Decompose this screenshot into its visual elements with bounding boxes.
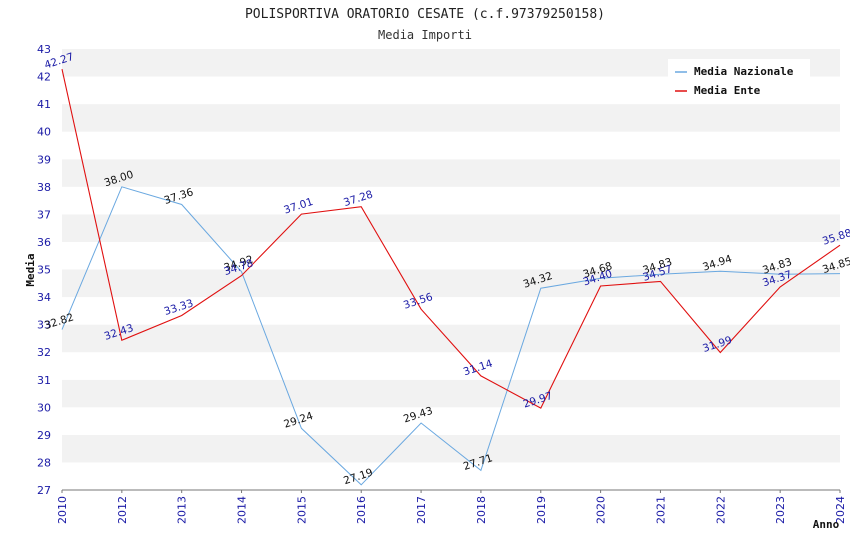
x-tick-label: 2019 <box>535 496 548 524</box>
x-tick-label: 2015 <box>295 496 308 524</box>
x-tick-label: 2018 <box>475 496 488 524</box>
series-line-media-ente <box>61 68 841 409</box>
y-tick-label: 28 <box>37 456 51 469</box>
y-tick-label: 30 <box>37 401 51 414</box>
y-tick-label: 32 <box>37 346 51 359</box>
legend: Media Nazionale Media Ente <box>668 59 810 101</box>
grid-band <box>62 434 840 463</box>
grid-band <box>62 269 840 298</box>
x-tick-label: 2012 <box>116 496 129 524</box>
y-tick-label: 34 <box>37 291 51 304</box>
y-tick-label: 36 <box>37 236 51 249</box>
grid-band <box>62 104 840 132</box>
grid-band <box>62 186 840 215</box>
grid-band <box>62 297 840 325</box>
x-axis-label: Anno <box>813 518 840 531</box>
grid-bands <box>62 49 840 490</box>
y-tick-label: 29 <box>37 429 51 442</box>
y-tick-label: 37 <box>37 208 51 221</box>
y-tick-label: 39 <box>37 153 51 166</box>
grid-band <box>62 407 840 435</box>
grid-band <box>62 214 840 242</box>
grid-band <box>62 159 840 187</box>
series-group <box>61 68 841 486</box>
grid-band <box>62 241 840 270</box>
x-tick-label: 2017 <box>415 496 428 524</box>
grid-band <box>62 324 840 353</box>
y-tick-label: 31 <box>37 374 51 387</box>
x-tick-label: 2022 <box>714 496 727 524</box>
x-tick-label: 2013 <box>176 496 189 524</box>
legend-item-media-nazionale: Media Nazionale <box>694 65 794 78</box>
y-tick-label: 42 <box>37 71 51 84</box>
legend-item-media-ente: Media Ente <box>694 84 761 97</box>
series-line-media-nazionale <box>61 186 841 486</box>
legend-box <box>668 59 810 101</box>
y-tick-label: 27 <box>37 484 51 497</box>
x-tick-label: 2020 <box>595 496 608 524</box>
y-axis-ticks: 27 28 29 30 31 32 33 34 35 36 37 38 39 40 41 42 43 <box>37 43 51 497</box>
y-tick-label: 41 <box>37 98 51 111</box>
chart-subtitle: Media Importi <box>378 28 472 42</box>
x-axis-ticks: 2010 2012 2013 2014 2015 2016 2017 2018 2019 2020… <box>56 490 847 524</box>
grid-band <box>62 462 840 490</box>
x-tick-label: 2016 <box>355 496 368 524</box>
x-tick-label: 2010 <box>56 496 69 524</box>
grid-band <box>62 379 840 408</box>
y-tick-label: 38 <box>37 181 51 194</box>
y-tick-label: 40 <box>37 126 51 139</box>
x-tick-label: 2023 <box>774 496 787 524</box>
grid-band <box>62 352 840 380</box>
x-tick-label: 2024 <box>834 496 847 524</box>
y-axis-label: Media <box>24 253 37 286</box>
y-tick-label: 35 <box>37 264 51 277</box>
x-tick-label: 2021 <box>654 496 667 524</box>
y-tick-label: 43 <box>37 43 51 56</box>
x-tick-label: 2014 <box>236 496 249 524</box>
grid-band <box>62 131 840 160</box>
chart-title: POLISPORTIVA ORATORIO CESATE (c.f.973792… <box>245 7 605 22</box>
y-tick-label: 33 <box>37 319 51 332</box>
